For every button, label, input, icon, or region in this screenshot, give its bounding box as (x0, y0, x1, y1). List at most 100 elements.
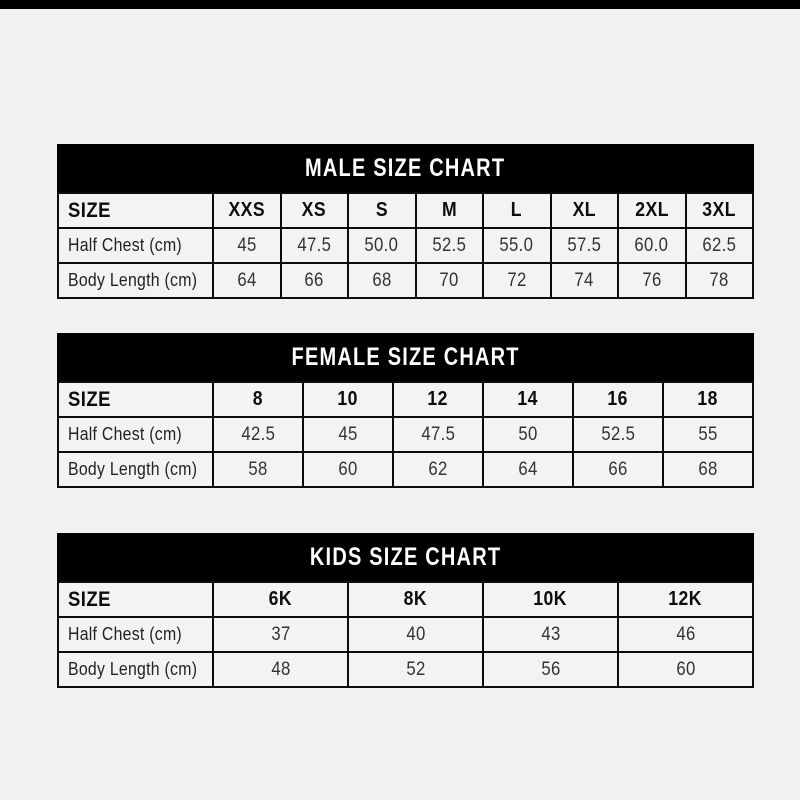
male-size-5: XL (572, 199, 596, 221)
cell-value: 68 (698, 458, 718, 480)
cell-value: 60.0 (634, 234, 669, 256)
female-size-2: 12 (427, 388, 449, 410)
female-size-col: 12 (392, 381, 484, 418)
kids-size-header-label: SIZE (68, 587, 111, 611)
male-size-2: S (375, 199, 388, 221)
female-body-length-value: 66 (572, 451, 664, 488)
female-size-col: 8 (212, 381, 304, 418)
female-size-col: 10 (302, 381, 394, 418)
male-size-col: XS (279, 192, 349, 229)
kids-chart-title: KIDS SIZE CHART (309, 542, 502, 571)
kids-half-chest-value: 37 (212, 616, 349, 653)
male-size-6: 2XL (634, 199, 669, 221)
male-size-0: XXS (228, 199, 266, 221)
cell-value: 60 (338, 458, 358, 480)
female-body-length-row: Body Length (cm) 58 60 62 64 66 68 (57, 451, 754, 488)
female-size-chart: FEMALE SIZE CHART SIZE 8 10 12 14 16 18 … (57, 333, 754, 488)
female-half-chest-label-cell: Half Chest (cm) (57, 416, 214, 453)
male-body-length-value: 72 (482, 262, 552, 299)
cell-value: 40 (405, 623, 426, 645)
cell-value: 74 (574, 269, 594, 291)
kids-half-chest-value: 43 (482, 616, 619, 653)
cell-value: 45 (338, 423, 358, 445)
cell-value: 72 (507, 269, 527, 291)
female-size-col: 16 (572, 381, 664, 418)
cell-value: 58 (248, 458, 268, 480)
kids-body-length-value: 60 (617, 651, 754, 688)
female-half-chest-value: 45 (302, 416, 394, 453)
kids-header-row: SIZE 6K 8K 10K 12K (57, 581, 754, 618)
kids-size-col: 12K (617, 581, 754, 618)
cell-value: 46 (675, 623, 696, 645)
cell-value: 68 (372, 269, 392, 291)
cell-value: 50 (518, 423, 538, 445)
female-body-length-value: 60 (302, 451, 394, 488)
kids-half-chest-value: 40 (347, 616, 484, 653)
male-body-length-value: 78 (684, 262, 754, 299)
male-body-length-label-cell: Body Length (cm) (57, 262, 214, 299)
male-size-col: S (347, 192, 417, 229)
cell-value: 62 (428, 458, 448, 480)
male-size-col: XL (549, 192, 619, 229)
kids-half-chest-row: Half Chest (cm) 37 40 43 46 (57, 616, 754, 653)
cell-value: 66 (608, 458, 628, 480)
kids-body-length-label: Body Length (cm) (68, 659, 198, 679)
female-half-chest-label: Half Chest (cm) (68, 424, 182, 444)
male-size-col: 3XL (684, 192, 754, 229)
kids-half-chest-label: Half Chest (cm) (68, 624, 182, 644)
cell-value: 76 (642, 269, 662, 291)
male-body-length-value: 68 (347, 262, 417, 299)
cell-value: 56 (540, 658, 561, 680)
cell-value: 62.5 (702, 234, 737, 256)
male-body-length-row: Body Length (cm) 64 66 68 70 72 74 76 78 (57, 262, 754, 299)
female-half-chest-row: Half Chest (cm) 42.5 45 47.5 50 52.5 55 (57, 416, 754, 453)
cell-value: 55.0 (499, 234, 534, 256)
male-half-chest-value: 60.0 (617, 227, 687, 264)
female-size-4: 16 (607, 388, 629, 410)
male-body-length-label: Body Length (cm) (68, 270, 198, 290)
cell-value: 37 (270, 623, 291, 645)
male-body-length-value: 64 (212, 262, 282, 299)
cell-value: 60 (675, 658, 696, 680)
male-size-table: SIZE XXS XS S M L XL 2XL 3XL Half Chest … (57, 192, 754, 299)
male-half-chest-value: 47.5 (279, 227, 349, 264)
kids-chart-title-bar: KIDS SIZE CHART (57, 533, 754, 581)
male-size-col: M (414, 192, 484, 229)
kids-half-chest-value: 46 (617, 616, 754, 653)
kids-size-1: 8K (403, 588, 428, 610)
kids-size-col: 10K (482, 581, 619, 618)
male-size-chart: MALE SIZE CHART SIZE XXS XS S M L XL 2XL… (57, 144, 754, 299)
female-body-length-value: 62 (392, 451, 484, 488)
female-size-col: 14 (482, 381, 574, 418)
kids-body-length-row: Body Length (cm) 48 52 56 60 (57, 651, 754, 688)
male-half-chest-value: 45 (212, 227, 282, 264)
female-half-chest-value: 47.5 (392, 416, 484, 453)
male-size-col: L (482, 192, 552, 229)
female-size-1: 10 (337, 388, 359, 410)
female-chart-title-bar: FEMALE SIZE CHART (57, 333, 754, 381)
cell-value: 64 (518, 458, 538, 480)
kids-body-length-value: 52 (347, 651, 484, 688)
female-half-chest-value: 42.5 (212, 416, 304, 453)
female-size-table: SIZE 8 10 12 14 16 18 Half Chest (cm) 42… (57, 381, 754, 488)
male-half-chest-value: 55.0 (482, 227, 552, 264)
cell-value: 47.5 (421, 423, 455, 445)
cell-value: 50.0 (364, 234, 399, 256)
female-size-col: 18 (662, 381, 754, 418)
cell-value: 47.5 (297, 234, 332, 256)
female-half-chest-value: 55 (662, 416, 754, 453)
cell-value: 70 (439, 269, 459, 291)
female-body-length-value: 58 (212, 451, 304, 488)
male-size-col: XXS (212, 192, 282, 229)
cell-value: 45 (237, 234, 257, 256)
female-body-length-label-cell: Body Length (cm) (57, 451, 214, 488)
male-body-length-value: 66 (279, 262, 349, 299)
cell-value: 78 (709, 269, 729, 291)
male-half-chest-value: 57.5 (549, 227, 619, 264)
male-size-header-label: SIZE (68, 198, 111, 222)
kids-body-length-value: 48 (212, 651, 349, 688)
kids-body-length-value: 56 (482, 651, 619, 688)
female-body-length-label: Body Length (cm) (68, 459, 198, 479)
male-size-header-cell: SIZE (57, 192, 214, 229)
female-body-length-value: 68 (662, 451, 754, 488)
